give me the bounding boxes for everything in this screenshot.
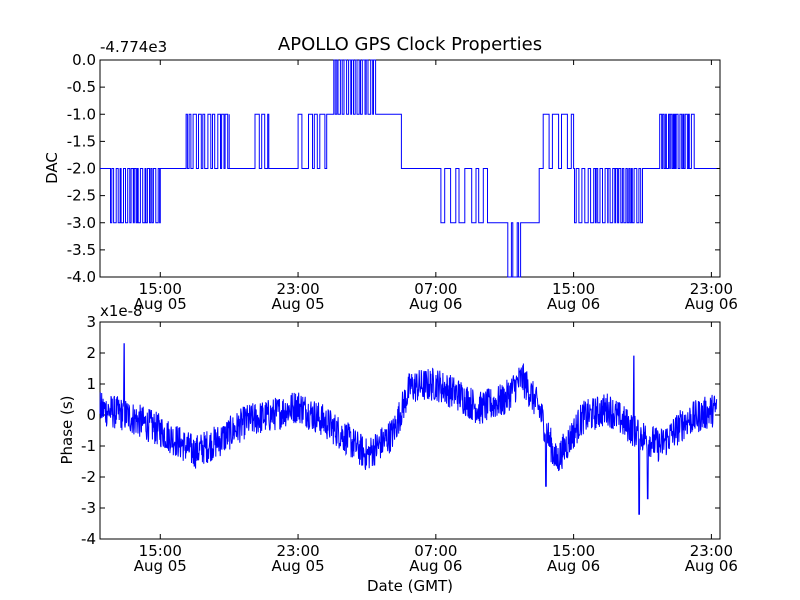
dac-ytick-label: -3.5 (67, 241, 96, 259)
phase-xtick-label-time: 07:00 (414, 542, 457, 560)
phase-plot-frame (99, 321, 721, 540)
dac-offset-label: -4.774e3 (100, 38, 167, 56)
phase-xtick-label-date: Aug 06 (547, 557, 600, 575)
dac-ytick-label: -2.5 (67, 187, 96, 205)
dac-ytick-label: -4.0 (67, 268, 96, 286)
phase-xtick-label-date: Aug 05 (271, 557, 324, 575)
dac-panel: 0.0 -0.5 -1.0 -1.5 -2.0 -2.5 -3.0 -3.5 -4.0 15:0… (43, 38, 738, 313)
dac-ytick-label: -1.0 (67, 105, 96, 123)
dac-xtick-label-date: Aug 06 (409, 295, 462, 313)
dac-xtick-label-time: 23:00 (690, 280, 733, 298)
dac-xtick-label-date: Aug 05 (134, 295, 187, 313)
phase-ytick-label: 1 (86, 375, 96, 393)
dac-xtick-label-time: 15:00 (552, 280, 595, 298)
dac-ytick-label: 0.0 (72, 51, 96, 69)
dac-ytick-label: -0.5 (67, 78, 96, 96)
phase-ytick-label: 0 (86, 406, 96, 424)
dac-series-line (100, 59, 717, 278)
phase-xtick-label-time: 15:00 (139, 542, 182, 560)
phase-xtick-label-time: 15:00 (552, 542, 595, 560)
phase-ytick-label: -4 (81, 530, 96, 548)
phase-xtick-label-time: 23:00 (690, 542, 733, 560)
phase-series-line (99, 343, 718, 515)
phase-ytick-label: -1 (81, 437, 96, 455)
phase-xtick-label-date: Aug 06 (685, 557, 738, 575)
dac-xtick-label-date: Aug 06 (547, 295, 600, 313)
dac-xtick-label-time: 07:00 (414, 280, 457, 298)
phase-offset-label: x1e-8 (100, 302, 143, 320)
dac-xtick-label-date: Aug 05 (271, 295, 324, 313)
phase-ytick-label: 3 (86, 313, 96, 331)
dac-y-axis: 0.0 -0.5 -1.0 -1.5 -2.0 -2.5 -3.0 -3.5 -4.0 (67, 51, 720, 286)
dac-y-label: DAC (43, 152, 61, 184)
dac-xtick-label-time: 23:00 (276, 280, 319, 298)
dac-ytick-label: -3.0 (67, 214, 96, 232)
phase-x-label: Date (GMT) (367, 577, 453, 595)
dac-xtick-label-date: Aug 06 (685, 295, 738, 313)
dac-xtick-label-time: 15:00 (139, 280, 182, 298)
phase-ytick-label: 2 (86, 344, 96, 362)
dac-ytick-label: -1.5 (67, 132, 96, 150)
phase-y-label: Phase (s) (58, 395, 76, 464)
phase-ytick-label: -3 (81, 499, 96, 517)
phase-y-axis: 3 2 1 0 -1 -2 -3 -4 (81, 313, 720, 548)
phase-xtick-label-date: Aug 06 (409, 557, 462, 575)
phase-ytick-label: -2 (81, 468, 96, 486)
chart-title: APOLLO GPS Clock Properties (278, 34, 542, 55)
dac-ytick-label: -2.0 (67, 160, 96, 178)
phase-xtick-label-time: 23:00 (276, 542, 319, 560)
phase-xtick-label-date: Aug 05 (134, 557, 187, 575)
